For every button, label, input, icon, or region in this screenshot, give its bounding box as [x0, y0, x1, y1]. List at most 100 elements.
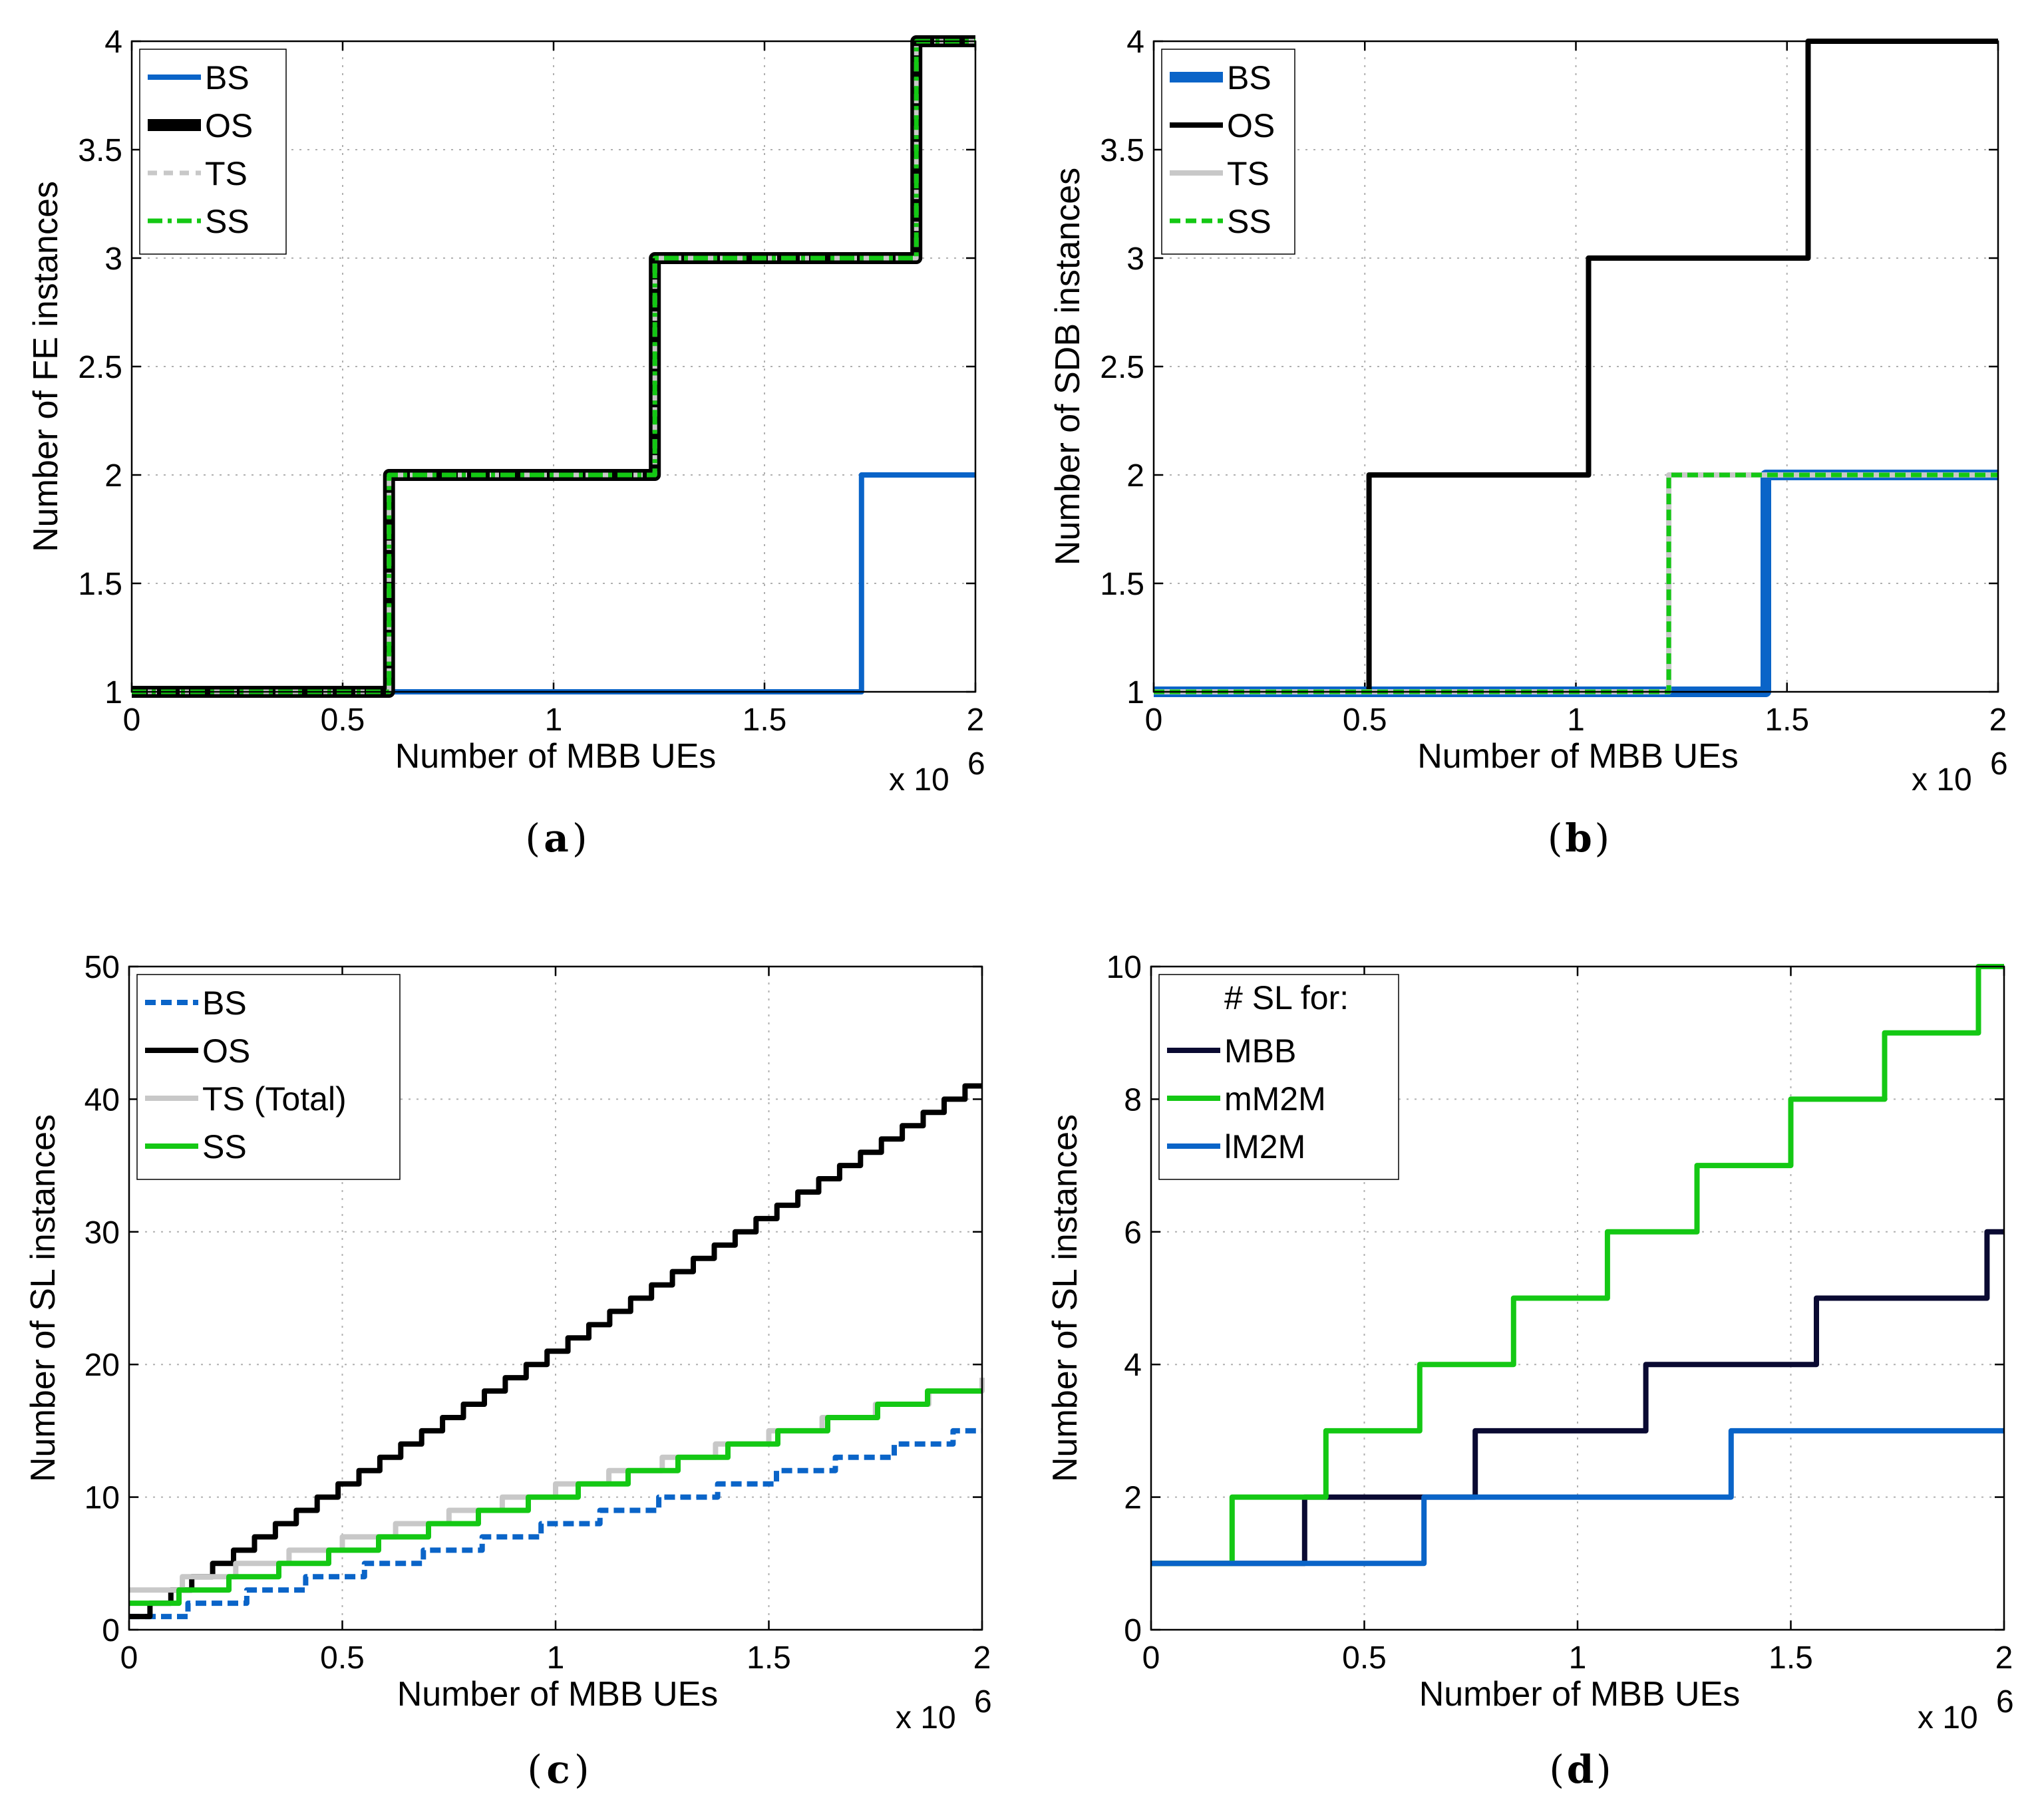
y-axis-label: Number of FE instances [27, 181, 65, 552]
x-tick-label: 0.5 [1343, 702, 1387, 738]
legend-label: mM2M [1224, 1080, 1326, 1118]
y-tick-label: 1.5 [78, 567, 122, 602]
plot-frame [1150, 965, 2005, 1631]
y-tick-label: 1 [104, 675, 122, 710]
x-tick-label: 1 [545, 702, 563, 738]
y-tick-label: 1 [1126, 675, 1144, 710]
x-tick-label: 0 [1145, 702, 1163, 738]
y-tick-label: 40 [85, 1082, 120, 1118]
y-tick-label: 2.5 [78, 350, 122, 385]
y-tick-label: 2.5 [1100, 350, 1144, 385]
caption-letter: b [1565, 816, 1592, 861]
y-tick-label: 4 [104, 25, 122, 60]
y-tick-label: 0 [102, 1613, 120, 1648]
x-exponent-label: x 10 [1918, 1700, 1978, 1736]
chart-b: 0 0.5 1 1.5 2 1 1.5 2 2.5 3 3.5 4 BS OS TS SS Number of … [1049, 25, 2008, 861]
x-tick-label: 0 [1142, 1640, 1160, 1676]
x-tick-label: 0.5 [320, 1640, 365, 1676]
x-tick-label: 0 [120, 1640, 138, 1676]
y-tick-label: 30 [85, 1215, 120, 1251]
x-tick-label: 1.5 [1769, 1640, 1813, 1676]
y-tick-label: 50 [85, 950, 120, 985]
legend-label: OS [1227, 107, 1275, 144]
series-line-lm2m [1151, 1428, 2004, 1567]
y-tick-label: 20 [85, 1348, 120, 1383]
caption-open-paren: ( [1549, 1747, 1564, 1792]
x-tick-label: 2 [1989, 702, 2007, 738]
legend-label: TS [205, 155, 248, 192]
legend-label: BS [205, 59, 250, 96]
caption-letter: c [546, 1747, 570, 1792]
x-tick-label: 1 [1567, 702, 1585, 738]
y-axis-label: Number of SL instances [24, 1114, 63, 1482]
caption-letter: d [1567, 1747, 1594, 1792]
x-tick-label: 2 [967, 702, 985, 738]
y-tick-label: 4 [1126, 25, 1144, 60]
x-tick-label: 1.5 [1765, 702, 1809, 738]
y-tick-label: 4 [1124, 1348, 1142, 1383]
series-line-ss [132, 39, 975, 694]
x-tick-label: 2 [1995, 1640, 2013, 1676]
x-exponent-superscript: 6 [1996, 1684, 2014, 1720]
x-tick-label: 0 [123, 702, 141, 738]
series-line-ss [129, 1388, 982, 1606]
y-tick-label: 10 [85, 1481, 120, 1516]
caption-open-paren: ( [1548, 816, 1563, 861]
series-line-ss [1154, 472, 1998, 694]
y-axis-label: Number of SL instances [1046, 1114, 1085, 1482]
chart-d: 0 0.5 1 1.5 2 0 2 4 6 8 10 # SL for: MBB mM2M lM2M Numb… [1046, 950, 2014, 1792]
plot-frame [1152, 40, 1999, 693]
legend-label: BS [1227, 59, 1271, 96]
caption-close-paren: ) [572, 816, 588, 861]
legend-label: TS (Total) [202, 1080, 347, 1118]
y-tick-label: 3.5 [1100, 133, 1144, 168]
x-axis-label: Number of MBB UEs [1417, 737, 1739, 776]
plot-frame [130, 40, 977, 693]
legend-box [139, 49, 287, 255]
series-line-ts [1154, 472, 1998, 694]
legend-label: SS [205, 203, 250, 240]
x-exponent-superscript: 6 [1990, 746, 2008, 782]
legend-label: TS [1227, 155, 1270, 192]
y-tick-label: 2 [1126, 458, 1144, 494]
x-axis-label: Number of MBB UEs [397, 1675, 719, 1714]
y-tick-label: 1.5 [1100, 567, 1144, 602]
x-tick-label: 1.5 [747, 1640, 791, 1676]
legend-label: MBB [1224, 1032, 1296, 1070]
y-axis-label: Number of SDB instances [1049, 168, 1087, 565]
chart-a: 0 0.5 1 1.5 2 1 1.5 2 2.5 3 3.5 4 BS OS TS SS Number of … [27, 25, 985, 861]
plot-frame [128, 965, 983, 1631]
series-line-os [129, 1083, 982, 1620]
series-line-mbb [1151, 1229, 2004, 1567]
legend-title: # SL for: [1224, 979, 1349, 1016]
x-tick-label: 1 [1569, 1640, 1587, 1676]
x-exponent-superscript: 6 [974, 1684, 992, 1720]
x-tick-label: 1.5 [743, 702, 787, 738]
x-axis-label: Number of MBB UEs [1419, 1675, 1741, 1714]
y-tick-label: 0 [1124, 1613, 1142, 1648]
series-line-bs [129, 1428, 982, 1620]
x-tick-label: 2 [973, 1640, 991, 1676]
caption-open-paren: ( [527, 1747, 542, 1792]
series-line-bs [132, 472, 975, 694]
caption-letter: a [544, 816, 569, 861]
x-axis-label: Number of MBB UEs [395, 737, 717, 776]
legend-label: SS [1227, 203, 1271, 240]
y-tick-label: 10 [1106, 950, 1142, 985]
y-tick-label: 2 [104, 458, 122, 494]
legend-label: BS [202, 985, 247, 1022]
x-tick-label: 0.5 [1342, 1640, 1387, 1676]
legend-label: lM2M [1224, 1128, 1305, 1165]
series-line-os [1154, 39, 1998, 694]
y-tick-label: 6 [1124, 1215, 1142, 1251]
x-tick-label: 1 [547, 1640, 565, 1676]
x-tick-label: 0.5 [321, 702, 365, 738]
caption-close-paren: ) [574, 1747, 590, 1792]
y-tick-label: 3 [1126, 241, 1144, 277]
caption-close-paren: ) [1596, 1747, 1611, 1792]
y-tick-label: 3 [104, 241, 122, 277]
x-exponent-label: x 10 [1912, 762, 1972, 798]
series-line-bs [1154, 470, 1998, 697]
